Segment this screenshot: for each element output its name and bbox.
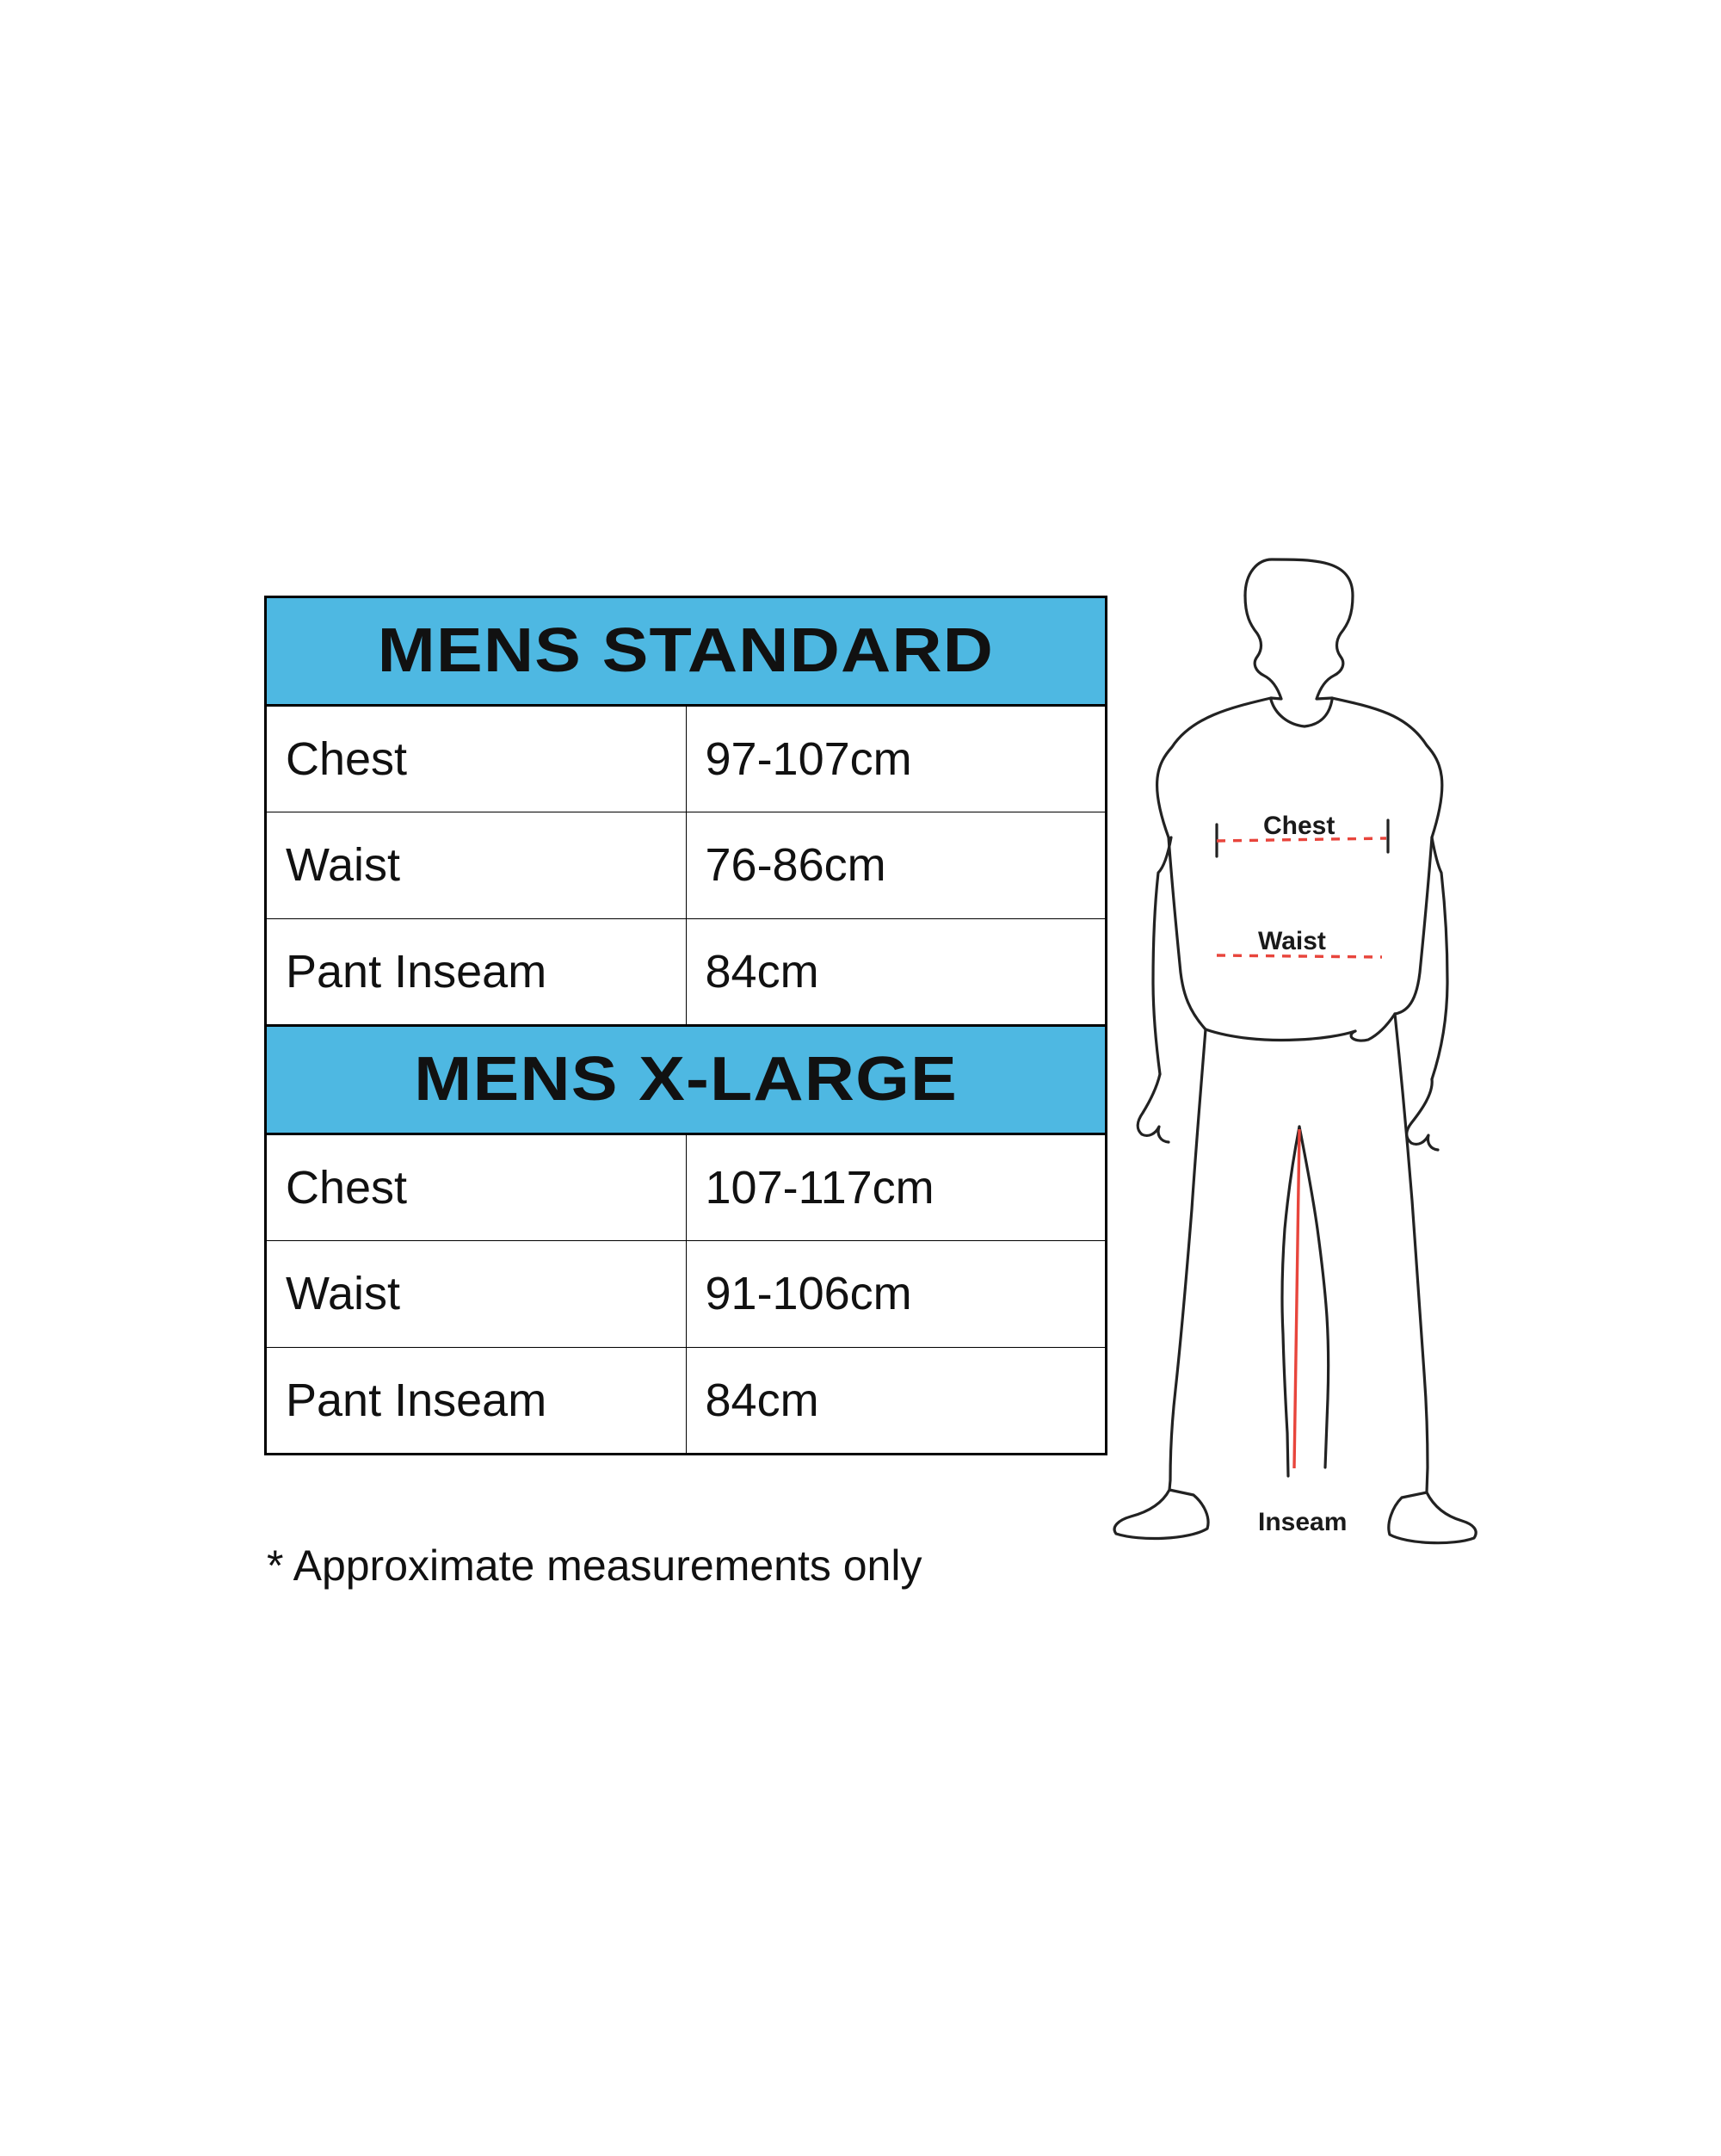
svg-text:Waist: Waist [1258,927,1326,955]
svg-text:Inseam: Inseam [1258,1508,1347,1536]
svg-text:Chest: Chest [1263,812,1335,840]
